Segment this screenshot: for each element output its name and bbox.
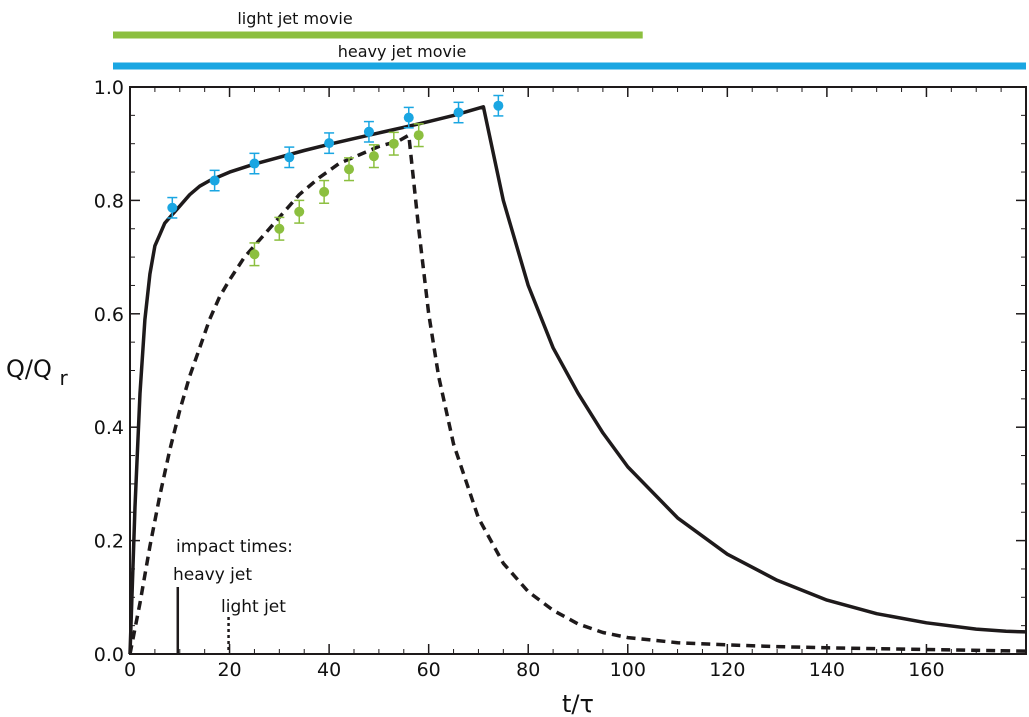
point-marker: [294, 206, 305, 217]
data-point: [324, 132, 335, 155]
point-marker: [413, 130, 424, 141]
data-point: [319, 179, 330, 204]
point-marker: [209, 175, 220, 186]
x-tick-label: 40: [317, 659, 341, 681]
data-point: [284, 146, 295, 169]
y-axis-title-subscript: r: [60, 366, 69, 390]
impact-heavy-label: heavy jet: [173, 565, 252, 585]
x-tick-label: 80: [516, 659, 540, 681]
plot-frame: [129, 86, 1027, 655]
data-point: [249, 242, 260, 267]
impact-times-title: impact times:: [176, 537, 293, 557]
movie-bar-label-light: light jet movie: [237, 9, 352, 28]
data-point: [453, 101, 464, 124]
y-tick-label: 0.8: [94, 190, 124, 212]
y-tick-label: 0.6: [94, 304, 124, 326]
y-axis-title: Q/Q r: [6, 355, 69, 390]
series-lines: [128, 105, 1027, 655]
x-tick-label: 100: [610, 659, 646, 681]
data-point: [249, 152, 260, 175]
y-tick-label: 1.0: [94, 77, 124, 99]
point-marker: [167, 202, 178, 213]
y-tick-label: 0.0: [94, 644, 124, 666]
x-tick-label: 0: [124, 659, 136, 681]
point-marker: [274, 223, 285, 234]
movie-bars: light jet movie heavy jet movie: [113, 9, 1026, 70]
x-tick-label: 60: [417, 659, 441, 681]
point-marker: [344, 164, 355, 175]
y-axis-title-main: Q/Q: [6, 355, 52, 383]
movie-bar-label-heavy: heavy jet movie: [338, 42, 467, 61]
data-point: [403, 106, 414, 129]
impact-light-label: light jet: [221, 597, 286, 617]
y-tick-label: 0.2: [94, 531, 124, 553]
data-point: [388, 131, 399, 156]
data-points: [167, 94, 504, 267]
point-marker: [388, 138, 399, 149]
y-tick-label: 0.4: [94, 417, 124, 439]
data-point: [274, 216, 285, 241]
axis-ticks: 0 20 40 60 80 100 120 140 160 0.0 0.2 0.4 0.6 0.8 1.0: [94, 77, 1026, 681]
point-marker: [403, 112, 414, 123]
data-point: [363, 120, 374, 143]
data-point: [344, 157, 355, 182]
data-point: [493, 94, 504, 117]
point-marker: [284, 152, 295, 163]
data-point: [294, 199, 305, 224]
point-marker: [324, 138, 335, 149]
x-tick-label: 20: [217, 659, 241, 681]
point-marker: [249, 249, 260, 260]
x-tick-label: 160: [908, 659, 944, 681]
x-axis-title: t/τ: [562, 690, 594, 717]
series-line-solid: [128, 105, 1027, 655]
point-marker: [249, 158, 260, 169]
data-point: [167, 196, 178, 219]
point-marker: [363, 126, 374, 137]
point-marker: [493, 100, 504, 111]
point-marker: [319, 186, 330, 197]
data-point: [368, 144, 379, 169]
point-marker: [368, 151, 379, 162]
data-point: [413, 123, 424, 148]
impact-annotations: impact times: heavy jet light jet: [173, 537, 293, 654]
x-tick-label: 140: [809, 659, 845, 681]
data-point: [209, 169, 220, 192]
x-tick-label: 120: [709, 659, 745, 681]
point-marker: [453, 107, 464, 118]
